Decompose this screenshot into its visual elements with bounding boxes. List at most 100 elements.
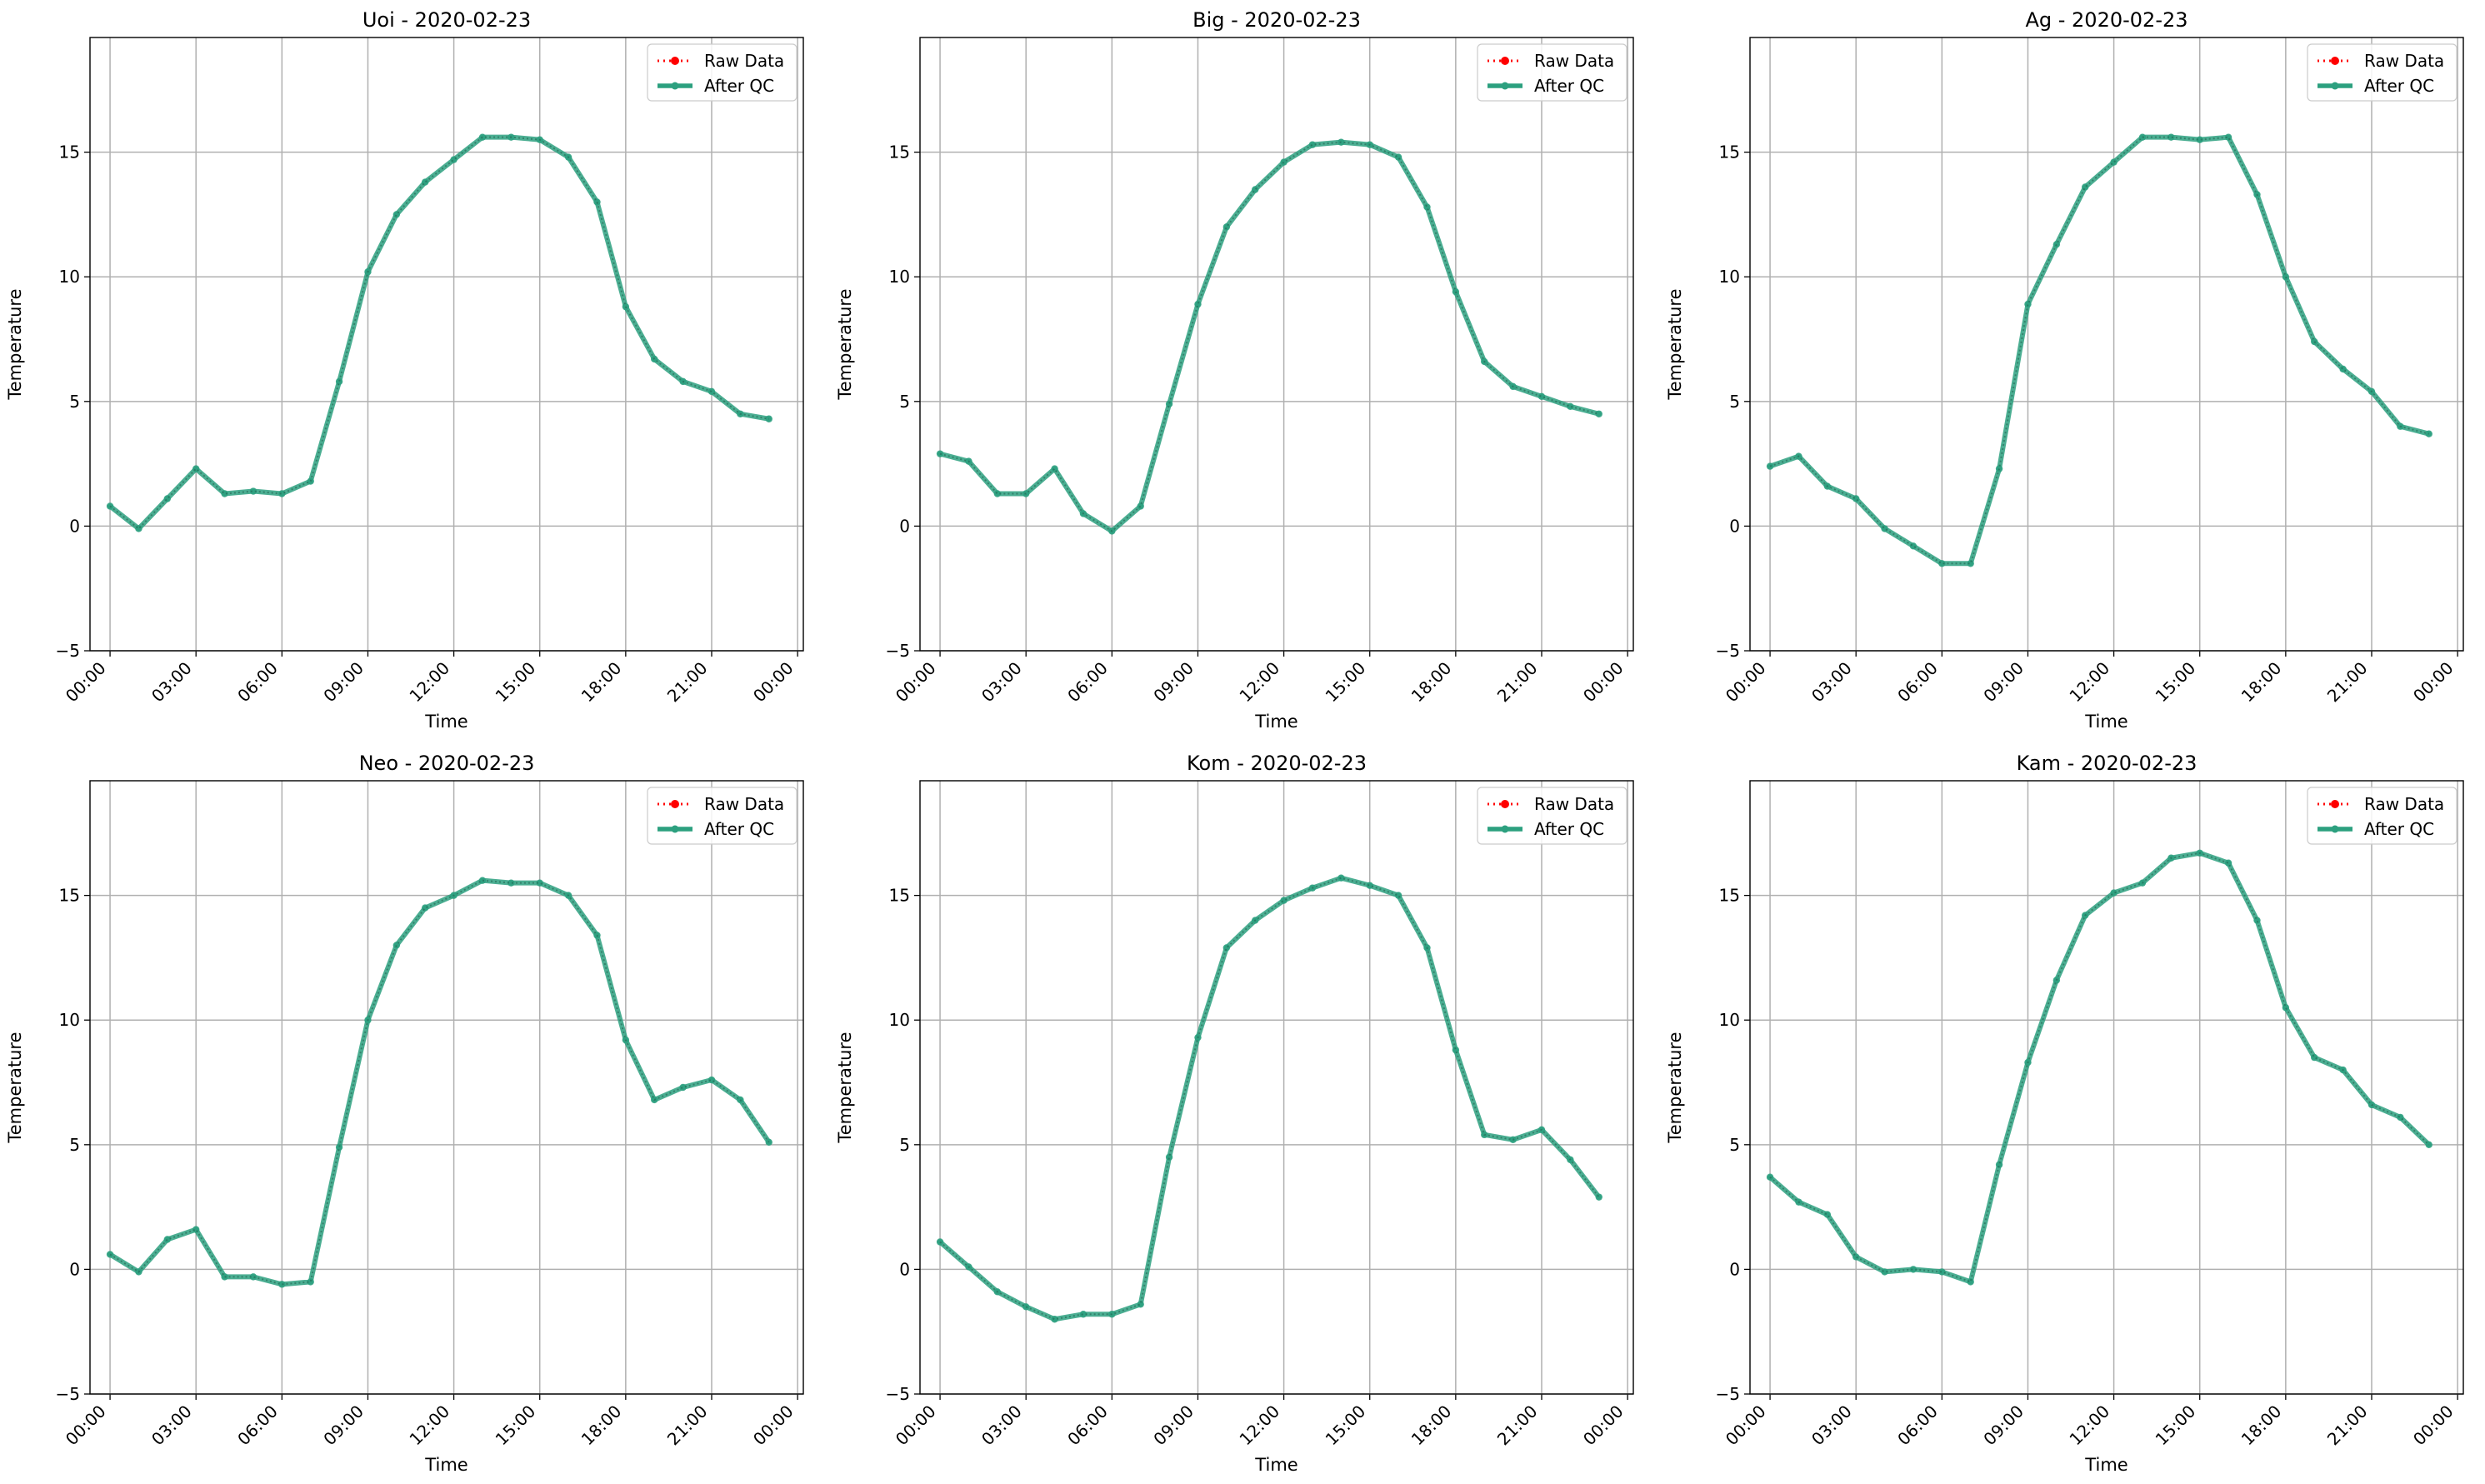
chart-5-x-tick-label: 03:00 — [1808, 1402, 1856, 1450]
chart-2-qc-point — [2052, 241, 2061, 248]
chart-3-legend: Raw Data After QC — [647, 787, 798, 845]
chart-1-qc-point — [1222, 223, 1231, 231]
chart-5-qc-point — [2282, 1004, 2290, 1012]
chart-1-qc-point — [1165, 400, 1173, 408]
chart-4-qc-point — [1051, 1316, 1058, 1323]
chart-3-qc-point — [163, 1236, 172, 1243]
chart-2-x-tick-label: 21:00 — [2323, 658, 2372, 707]
chart-2-qc-point — [2082, 183, 2089, 191]
chart-1-plot-frame — [919, 37, 1634, 652]
chart-4-x-tick-label: 03:00 — [978, 1402, 1026, 1450]
chart-5-qc-point — [1909, 1266, 1918, 1273]
chart-2-qc-point — [1967, 560, 1974, 567]
chart-2-qc-point — [2311, 337, 2318, 346]
chart-3-x-tick-label: 12:00 — [405, 1402, 453, 1450]
chart-0-y-tick-label: −5 — [56, 641, 80, 661]
chart-5-qc-point — [1967, 1278, 1974, 1286]
chart-5-qc-point — [1938, 1268, 1946, 1276]
chart-5-legend: Raw Data After QC — [2307, 787, 2458, 845]
chart-1-y-tick-label: 15 — [889, 142, 910, 162]
chart-0-qc-point — [135, 525, 142, 532]
chart-2-x-tick-label: 00:00 — [2409, 658, 2458, 707]
chart-2-x-axis-label: Time — [2084, 712, 2128, 732]
chart-4-title: Kom - 2020-02-23 — [1187, 752, 1367, 775]
chart-4-x-tick-label: 00:00 — [1579, 1402, 1628, 1450]
chart-4-legend-raw-marker — [1501, 800, 1509, 808]
chart-3-legend-qc-label: After QC — [704, 819, 774, 839]
chart-2-qc-point — [1881, 525, 1888, 532]
chart-4-x-tick-label: 21:00 — [1493, 1402, 1542, 1450]
chart-3-x-tick-label: 15:00 — [492, 1402, 540, 1450]
chart-0-qc-point — [278, 490, 286, 497]
chart-2-title: Ag - 2020-02-23 — [2025, 8, 2188, 32]
chart-0-qc-point — [593, 198, 601, 206]
chart-3-legend-qc-marker — [671, 825, 679, 833]
chart-5-qc-point — [2311, 1053, 2318, 1062]
chart-0-legend-raw-label: Raw Data — [704, 51, 784, 71]
chart-4-qc-point — [1022, 1303, 1030, 1311]
chart-2-y-axis-label: Temperature — [1665, 288, 1685, 400]
chart-1-x-tick-label: 12:00 — [1235, 658, 1283, 707]
chart-3-qc-point — [307, 1278, 314, 1286]
chart-4-y-tick-label: 15 — [889, 886, 910, 906]
chart-3-x-tick-label: 03:00 — [148, 1402, 196, 1450]
chart-0-qc-point — [450, 156, 458, 163]
chart-5: 00:00 03:00 06:00 09:00 12:00 15:00 18:00 21:00… — [1665, 752, 2464, 1475]
chart-2-qc-point — [2024, 300, 2032, 308]
chart-3-plot-frame — [89, 780, 804, 1395]
chart-0-plot-frame — [89, 37, 804, 652]
chart-0-x-tick-label: 21:00 — [663, 658, 712, 707]
chart-2-qc-point — [1852, 495, 1860, 502]
chart-3-qc-point — [536, 879, 543, 887]
chart-2-qc-point — [2196, 136, 2203, 143]
chart-1-qc-point — [1280, 158, 1288, 166]
chart-4-qc-point — [1452, 1046, 1460, 1054]
chart-0-legend-raw-marker — [671, 57, 679, 65]
chart-2-qc-point — [2282, 273, 2290, 281]
chart-0-x-tick-label: 00:00 — [749, 658, 798, 707]
chart-0-legend-qc-marker — [671, 82, 679, 90]
chart-5-plot-frame — [1749, 780, 2464, 1395]
chart-2-qc-point — [1909, 542, 1918, 550]
chart-0-x-axis-label: Time — [424, 712, 468, 732]
chart-1-x-axis-label: Time — [1254, 712, 1298, 732]
chart-3-qc-point — [679, 1083, 687, 1092]
chart-5-x-tick-label: 00:00 — [2409, 1402, 2458, 1450]
chart-4-y-tick-label: −5 — [886, 1384, 910, 1404]
chart-3: 00:00 03:00 06:00 09:00 12:00 15:00 18:00 21:00… — [5, 752, 804, 1475]
chart-3-qc-point — [765, 1138, 772, 1147]
chart-3-x-tick-label: 18:00 — [578, 1402, 626, 1450]
chart-3-y-tick-label: 0 — [69, 1259, 80, 1279]
chart-3-legend-raw-marker — [671, 800, 679, 808]
chart-4-series-after-qc — [938, 875, 1602, 1322]
chart-4-y-tick-label: 10 — [889, 1010, 910, 1030]
chart-5-x-tick-label: 09:00 — [1979, 1402, 2028, 1450]
chart-1-series-after-qc — [938, 139, 1602, 534]
chart-2-y-tick-label: 10 — [1719, 267, 1740, 287]
chart-5-legend-qc-label: After QC — [2364, 819, 2434, 839]
chart-3-legend-raw-label: Raw Data — [704, 794, 784, 814]
chart-3-qc-point — [478, 877, 487, 884]
chart-3-y-tick-label: 15 — [59, 886, 80, 906]
chart-1-x-tick-label: 15:00 — [1322, 658, 1370, 707]
chart-0-qc-point — [335, 377, 343, 386]
chart-2-x-tick-label: 00:00 — [1722, 658, 1770, 707]
chart-0-x-tick-label: 00:00 — [62, 658, 110, 707]
chart-4-x-tick-label: 12:00 — [1235, 1402, 1283, 1450]
chart-3-y-tick-label: −5 — [56, 1384, 80, 1404]
chart-5-title: Kam - 2020-02-23 — [2017, 752, 2198, 775]
chart-1-qc-point — [993, 490, 1002, 497]
chart-1-legend-raw-label: Raw Data — [1534, 51, 1614, 71]
chart-1-qc-point — [1423, 203, 1431, 211]
chart-4-qc-point — [1338, 874, 1345, 882]
chart-3-y-tick-label: 10 — [59, 1010, 80, 1030]
chart-4-qc-point — [1079, 1311, 1088, 1318]
chart-5-legend-raw-marker — [2331, 800, 2339, 808]
chart-0-x-tick-label: 18:00 — [578, 658, 626, 707]
chart-3-x-tick-label: 00:00 — [749, 1402, 798, 1450]
chart-3-series-raw-data — [109, 879, 770, 1286]
chart-5-x-axis-label: Time — [2084, 1455, 2128, 1475]
chart-5-x-tick-label: 18:00 — [2238, 1402, 2286, 1450]
chart-4-qc-point — [1595, 1193, 1602, 1201]
chart-1-x-tick-label: 00:00 — [1579, 658, 1628, 707]
